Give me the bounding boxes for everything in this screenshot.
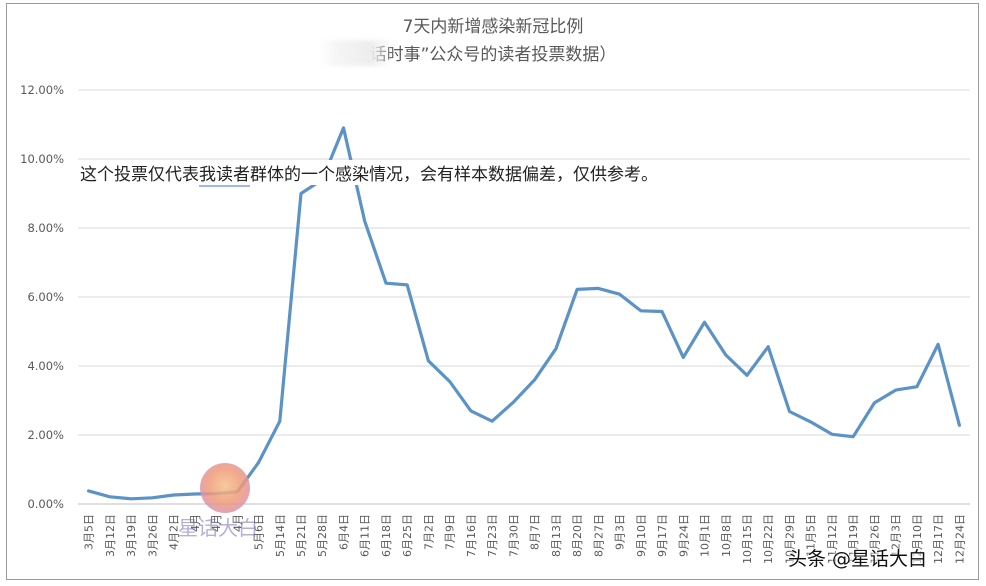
chart-title: 7天内新增感染新冠比例 <box>402 17 584 37</box>
x-tick-label: 4月 <box>210 514 223 532</box>
x-tick-label: 10月15日 <box>741 514 754 564</box>
x-tick-label: 9月3日 <box>614 514 627 550</box>
x-tick-label: 12月17日 <box>932 514 945 564</box>
x-tick-label: 12月10日 <box>911 514 924 564</box>
x-tick-label: 10月22日 <box>762 514 775 564</box>
x-tick-label: 6月11日 <box>359 514 372 557</box>
x-tick-label: 11月19日 <box>847 514 860 564</box>
x-tick-label: 4月 <box>189 514 202 532</box>
x-tick-label: 6月4日 <box>337 514 350 550</box>
x-axis-tick-labels: 3月5日 3月12日 3月19日 3月26日 4月2日 4月 4月 4月 5月6日 5月14日 5月… <box>83 514 967 564</box>
chart-subtitle: 话时事”公众号的读者投票数据） <box>369 45 617 65</box>
watermark-logo-text: 星话大白 <box>178 516 258 540</box>
x-tick-label: 4月2日 <box>168 514 181 550</box>
annotation-note: 这个投票仅代表我读者群体的一个感染情况，会有样本数据偏差，仅供参考。 <box>78 160 660 187</box>
x-tick-label: 11月5日 <box>805 514 818 557</box>
x-tick-label: 5月21日 <box>295 514 308 557</box>
x-tick-label: 8月7日 <box>529 514 542 550</box>
x-tick-label: 5月28日 <box>316 514 329 557</box>
x-tick-label: 9月24日 <box>677 514 690 557</box>
y-tick-label: 6.00% <box>27 290 64 304</box>
x-tick-label: 3月12日 <box>104 514 117 557</box>
x-tick-label: 3月26日 <box>146 514 159 557</box>
x-tick-label: 4月 <box>231 514 244 532</box>
x-tick-label: 10月1日 <box>699 514 712 557</box>
x-tick-label: 7月30日 <box>507 514 520 557</box>
x-tick-label: 3月19日 <box>125 514 138 557</box>
x-tick-label: 6月25日 <box>401 514 414 557</box>
x-tick-label: 5月6日 <box>253 514 266 550</box>
x-tick-label: 5月14日 <box>274 514 287 557</box>
x-tick-label: 8月13日 <box>550 514 563 557</box>
y-tick-label: 0.00% <box>27 497 64 511</box>
x-tick-label: 12月24日 <box>953 514 966 564</box>
x-tick-label: 9月10日 <box>635 514 648 557</box>
y-axis-tick-labels: 0.00% 2.00% 4.00% 6.00% 8.00% 10.00% 12.00% <box>20 83 64 511</box>
y-tick-label: 10.00% <box>20 152 64 166</box>
y-tick-label: 2.00% <box>27 428 64 442</box>
x-tick-label: 10月29日 <box>783 514 796 564</box>
x-tick-label: 11月26日 <box>868 514 881 564</box>
x-tick-label: 7月23日 <box>486 514 499 557</box>
x-tick-label: 8月20日 <box>571 514 584 557</box>
x-tick-label: 6月18日 <box>380 514 393 557</box>
x-tick-label: 12月3日 <box>890 514 903 557</box>
mosaic-blur <box>318 40 394 66</box>
x-tick-label: 3月5日 <box>83 514 96 550</box>
x-tick-label: 8月27日 <box>592 514 605 557</box>
x-tick-label: 10月8日 <box>720 514 733 557</box>
x-tick-label: 7月2日 <box>422 514 435 550</box>
x-tick-label: 9月17日 <box>656 514 669 557</box>
x-tick-label: 7月16日 <box>465 514 478 557</box>
x-tick-label: 7月9日 <box>444 514 457 550</box>
chart-frame <box>6 3 979 580</box>
y-tick-label: 12.00% <box>20 83 64 97</box>
watermark-corner: 头条 @星话大白 <box>788 548 928 570</box>
x-tick-label: 11月12日 <box>826 514 839 564</box>
watermark-logo-icon <box>200 463 250 513</box>
spellcheck-underline: 我读者 <box>199 165 250 187</box>
y-tick-label: 8.00% <box>27 221 64 235</box>
y-tick-label: 4.00% <box>27 359 64 373</box>
grid-lines <box>78 89 970 505</box>
